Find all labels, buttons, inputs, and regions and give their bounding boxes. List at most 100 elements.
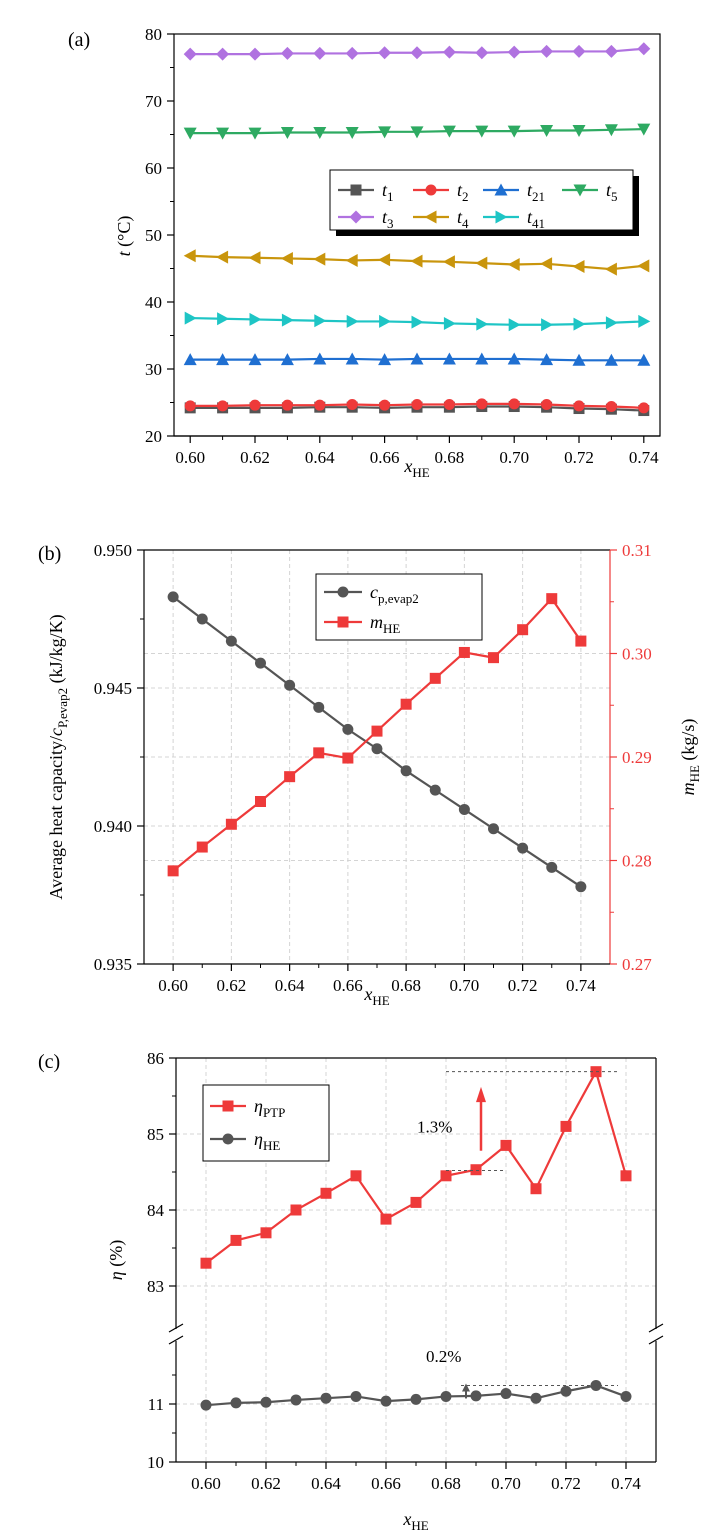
x-tick-label: 0.74: [566, 976, 596, 995]
series-t5-point: [183, 127, 197, 140]
series-t21-point: [280, 353, 294, 366]
y-right-tick-label: 0.27: [622, 955, 652, 974]
series-HE-point: [620, 1390, 632, 1402]
series-m-HE-point: [284, 771, 296, 783]
series-t2-point: [508, 398, 520, 410]
y-right-tick-label: 0.28: [622, 852, 652, 871]
annotation-arrowhead: [476, 1086, 486, 1103]
series-HE-point: [200, 1399, 212, 1411]
legend-marker: [424, 210, 437, 224]
panel-b: 0.60 0.62 0.64 0.66 0.68 0.70 0.72 0.74 0.935 0.9…: [38, 541, 702, 1008]
series-t5-point: [216, 127, 230, 140]
series-t21-point: [378, 353, 392, 366]
series-t5-point: [378, 126, 392, 139]
x-tick-label: 0.72: [551, 1474, 581, 1493]
legend-box: [329, 169, 634, 231]
series-t3-point: [410, 46, 424, 60]
series-t41-point: [508, 318, 521, 332]
x-tick-label: 0.62: [217, 976, 247, 995]
series-m-HE-point: [400, 698, 412, 710]
legend-subscript: 3: [387, 216, 394, 231]
series-t3-point: [248, 47, 262, 61]
series-t4-point: [507, 257, 520, 271]
series-m-HE-point: [429, 672, 441, 684]
x-tick-label: 0.68: [435, 448, 465, 467]
series-m-HE-point: [167, 865, 179, 877]
series-t41-point: [638, 314, 651, 328]
legend-entry-t21: t21: [527, 180, 545, 204]
series-t21-point: [442, 352, 456, 365]
y-right-axis-title-symbol: m: [678, 782, 698, 795]
y-right-axis-title-unit: (kg/s): [678, 719, 699, 766]
legend-marker: [573, 184, 587, 197]
series-t3-point: [604, 44, 618, 58]
y-axis-title-symbol: t: [114, 250, 134, 256]
series-PTP-point: [530, 1183, 542, 1195]
series-t5-point: [410, 126, 424, 139]
axis-break-mark: [648, 1335, 664, 1345]
series-t41-point: [249, 312, 262, 326]
axis-break-mark: [168, 1335, 184, 1345]
series-PTP-point: [350, 1170, 362, 1182]
series-t5-point: [572, 124, 586, 137]
legend-symbol: c: [370, 582, 378, 602]
series-c-p,evap2-point: [196, 613, 208, 625]
legend-symbol: t: [382, 207, 388, 227]
series-t21-point: [637, 353, 651, 366]
series-t41-point: [217, 312, 230, 326]
y-left-axis-title-symbol: c: [46, 728, 66, 736]
series-t2-point: [443, 399, 455, 411]
series-m-HE-point: [488, 652, 499, 664]
series-PTP-point: [470, 1164, 482, 1176]
series-t21-point: [248, 353, 262, 366]
series-t5-point: [313, 126, 327, 139]
annotation-label-he: 0.2%: [426, 1347, 461, 1366]
y-axis-title-unit: (%): [106, 1240, 127, 1271]
series-c-p,evap2-point: [371, 743, 383, 755]
legend-subscript: 4: [462, 216, 469, 231]
series-HE-point: [530, 1392, 542, 1404]
series-t41-point: [281, 313, 294, 327]
legend-symbol: t: [527, 180, 533, 200]
series-t4-point: [637, 259, 650, 273]
y-right-axis-title: mHE (kg/s): [678, 719, 702, 796]
series-t2-point: [314, 399, 326, 411]
x-tick-label: 0.68: [431, 1474, 461, 1493]
series-HE-point: [500, 1388, 512, 1400]
series-t3-point: [637, 42, 651, 56]
y-axis-title: t (°C): [114, 216, 135, 257]
series-m-HE-point: [371, 725, 383, 737]
y-left-tick-label: 0.935: [94, 955, 132, 974]
legend-entry-PTP: ηPTP: [254, 1096, 285, 1120]
legend-entry-t2: t2: [457, 180, 469, 204]
series-t5-point: [507, 125, 521, 138]
x-tick-label: 0.60: [175, 448, 205, 467]
x-axis-title-subscript: HE: [372, 993, 389, 1008]
series-m-HE-point: [313, 747, 325, 759]
series-t4-point: [442, 255, 455, 269]
legend-symbol: t: [457, 207, 463, 227]
y-tick-label: 11: [148, 1395, 164, 1414]
panel-label: (a): [68, 29, 90, 51]
series-t4-point: [572, 259, 585, 273]
series-HE-point: [290, 1394, 302, 1406]
series-c-p,evap2-point: [400, 765, 412, 777]
y-left-tick-label: 0.945: [94, 679, 132, 698]
legend-marker: [425, 184, 437, 196]
y-axis-title: η (%): [106, 1240, 127, 1280]
x-tick-label: 0.62: [240, 448, 270, 467]
series-m-HE-point: [517, 624, 529, 636]
series-t21-point: [216, 353, 230, 366]
y-tick-label: 80: [145, 25, 162, 44]
series-PTP-point: [320, 1187, 332, 1199]
series-t4-point: [345, 253, 358, 267]
series-t21-point: [572, 353, 586, 366]
series-t21-point: [475, 352, 489, 365]
y-tick-label: 83: [147, 1277, 164, 1296]
legend: cp,evap2 mHE: [315, 573, 483, 641]
legend-symbol: η: [254, 1096, 263, 1116]
series-t3-point: [280, 46, 294, 60]
y-left-tick-label: 0.950: [94, 541, 132, 560]
series-t21-point: [410, 352, 424, 365]
series-c-p,evap2-point: [517, 842, 529, 854]
